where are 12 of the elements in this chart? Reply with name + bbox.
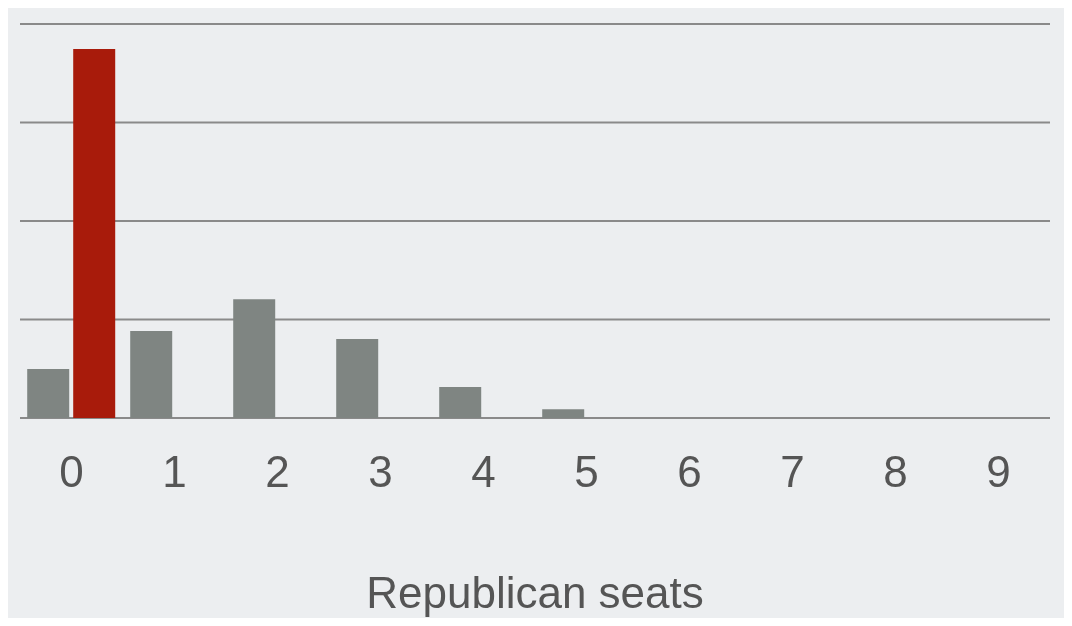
x-tick-label: 8 xyxy=(883,447,908,497)
x-tick-label: 2 xyxy=(265,447,290,497)
x-tick-label: 9 xyxy=(986,447,1011,497)
x-tick-label: 1 xyxy=(162,447,187,497)
x-tick-label: 0 xyxy=(59,447,84,497)
x-tick-label: 7 xyxy=(780,447,805,497)
x-axis-title: Republican seats xyxy=(366,568,704,617)
x-tick-label: 4 xyxy=(471,447,496,497)
x-tick-label: 5 xyxy=(574,447,599,497)
x-tick-label: 3 xyxy=(368,447,393,497)
x-tick-label: 6 xyxy=(677,447,702,497)
bar xyxy=(73,49,116,418)
